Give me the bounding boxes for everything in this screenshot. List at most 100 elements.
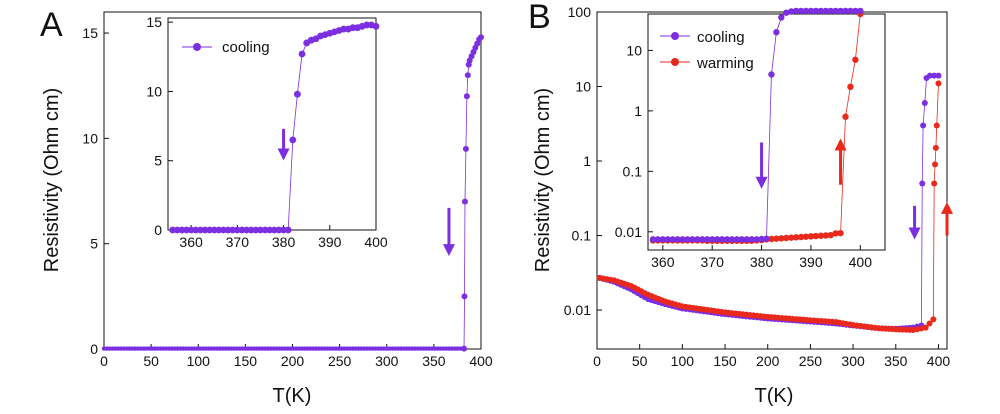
b-inset-cooling-point bbox=[689, 236, 696, 243]
b-inset-cooling-point bbox=[649, 236, 657, 243]
x-tick-label: 200 bbox=[756, 353, 780, 369]
b-inset-warming-point bbox=[847, 83, 854, 91]
y-tick-label: 10 bbox=[626, 42, 642, 58]
b-inset-cooling-point bbox=[654, 236, 662, 243]
panel-a-label: A bbox=[40, 6, 63, 44]
b-inset-cooling-point bbox=[753, 236, 760, 243]
panel-b-label: B bbox=[528, 0, 551, 36]
panel-b-frame bbox=[596, 11, 948, 350]
a-cooling-point bbox=[461, 198, 468, 205]
b-inset-cooling-point bbox=[669, 236, 676, 243]
b-inset-cooling-point bbox=[708, 236, 716, 243]
b-inset-cooling-point bbox=[842, 7, 849, 15]
panel-b-data bbox=[596, 72, 953, 333]
b-inset-warming-point bbox=[768, 235, 775, 243]
y-tick-label: 10 bbox=[82, 130, 98, 146]
y-tick-label: 0.1 bbox=[623, 163, 643, 179]
b-warming-point bbox=[933, 122, 940, 129]
b-inset-cooling-point bbox=[664, 236, 671, 243]
b-inset-cooling-point bbox=[807, 7, 815, 15]
a-cooling-point bbox=[463, 93, 470, 100]
b-inset-cooling-point bbox=[797, 7, 805, 15]
b-inset-cooling-point bbox=[832, 7, 839, 15]
b-warming-point bbox=[922, 324, 929, 331]
b-inset-cooling-point bbox=[778, 14, 785, 21]
y-tick-label: 10 bbox=[575, 79, 591, 95]
y-tick-label: 5 bbox=[90, 236, 98, 252]
b-inset-warming-point bbox=[773, 235, 780, 242]
a-inset-cooling-point bbox=[284, 226, 292, 234]
a-inset-cooling-point bbox=[298, 50, 306, 58]
panel-b-ylabel: Resistivity (Ohm cm) bbox=[532, 88, 554, 272]
b-inset-cooling-point bbox=[852, 7, 859, 15]
a-cooling-point bbox=[478, 34, 484, 41]
y-tick-label: 10 bbox=[146, 83, 162, 99]
b-inset-warming-point bbox=[783, 234, 790, 242]
y-tick-label: 15 bbox=[82, 25, 98, 41]
y-tick-label: 0 bbox=[154, 222, 162, 238]
x-tick-label: 250 bbox=[799, 353, 823, 369]
b-inset-cooling-point bbox=[837, 7, 844, 15]
b-inset-warming-point bbox=[778, 235, 785, 242]
a-inset-cooling-point bbox=[289, 136, 297, 144]
y-tick-label: 0 bbox=[90, 341, 98, 357]
x-tick-label: 370 bbox=[701, 254, 725, 270]
a-cooling-point bbox=[461, 345, 468, 352]
b-warming-point bbox=[932, 161, 939, 168]
b-cooling-point bbox=[935, 72, 942, 79]
panel-a-chart: Resistivity (Ohm cm) T(K) 0 50 100 150 200 25… bbox=[41, 11, 493, 407]
legend-marker-cooling-b bbox=[671, 32, 679, 40]
b-inset-cooling-point bbox=[812, 7, 820, 15]
b-inset-warming-point bbox=[812, 232, 820, 240]
b-inset-warming-point bbox=[827, 231, 834, 239]
b-inset-cooling-point bbox=[704, 236, 711, 243]
x-tick-label: 250 bbox=[328, 353, 352, 369]
y-tick-label: 15 bbox=[146, 14, 162, 30]
b-inset-arrow-1-head bbox=[834, 138, 847, 151]
b-inset-cooling-point bbox=[733, 236, 741, 243]
panel-a-inset-data bbox=[169, 21, 380, 234]
y-tick-label: 1 bbox=[583, 153, 591, 169]
legend-marker-warming-b bbox=[671, 58, 679, 66]
legend-label-cooling-a: cooling bbox=[222, 39, 270, 56]
x-tick-label: 100 bbox=[671, 353, 695, 369]
legend-label-cooling-b: cooling bbox=[697, 29, 745, 46]
b-inset-cooling-point bbox=[773, 29, 780, 36]
x-tick-label: 200 bbox=[281, 353, 305, 369]
b-inset-cooling-point bbox=[738, 236, 746, 243]
a-cooling-arrow-head bbox=[442, 244, 455, 257]
b-warming-point bbox=[932, 144, 939, 151]
b-inset-arrow-0-head bbox=[755, 176, 768, 189]
b-inset-cooling-point bbox=[679, 236, 686, 243]
b-inset-cooling-point bbox=[723, 236, 731, 243]
panel-a-inset-ticks: 360 370 380 390 400 0 5 10 15 bbox=[146, 14, 387, 250]
b-inset-warming-point bbox=[802, 233, 810, 240]
b-inset-warming-point bbox=[807, 233, 815, 240]
x-tick-label: 350 bbox=[422, 353, 446, 369]
b-inset-warming-point bbox=[787, 234, 795, 241]
b-inset-cooling-point bbox=[728, 236, 736, 243]
a-inset-arrow-head bbox=[277, 148, 290, 161]
b-inset-cooling-point bbox=[743, 236, 750, 243]
b-cooling-point bbox=[926, 72, 933, 79]
b-inset-cooling-point bbox=[748, 236, 755, 243]
panel-b-ticks: 0 50 100 150 200 250 300 350 400 0.01 0.1 1 10 100 bbox=[564, 4, 951, 369]
b-inset-cooling-point bbox=[827, 7, 834, 15]
x-tick-label: 350 bbox=[884, 353, 908, 369]
b-cooling-point bbox=[921, 100, 928, 107]
y-tick-label: 0.01 bbox=[564, 302, 591, 318]
b-inset-cooling-point bbox=[699, 236, 706, 243]
a-cooling-line bbox=[463, 37, 482, 349]
b-inset-cooling-point bbox=[787, 8, 795, 15]
x-tick-label: 400 bbox=[364, 234, 388, 250]
a-inset-cooling-point bbox=[372, 22, 380, 30]
x-tick-label: 150 bbox=[713, 353, 737, 369]
b-warming-point bbox=[931, 180, 938, 187]
b-inset-cooling-point bbox=[713, 236, 721, 243]
x-tick-label: 50 bbox=[143, 353, 159, 369]
x-tick-label: 390 bbox=[799, 254, 823, 270]
legend-marker-cooling-a bbox=[193, 43, 201, 51]
b-cooling-point bbox=[919, 180, 926, 187]
